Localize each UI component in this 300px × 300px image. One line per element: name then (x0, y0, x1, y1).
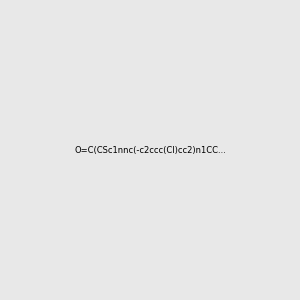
Text: O=C(CSc1nnc(-c2ccc(Cl)cc2)n1CC...: O=C(CSc1nnc(-c2ccc(Cl)cc2)n1CC... (74, 146, 226, 154)
